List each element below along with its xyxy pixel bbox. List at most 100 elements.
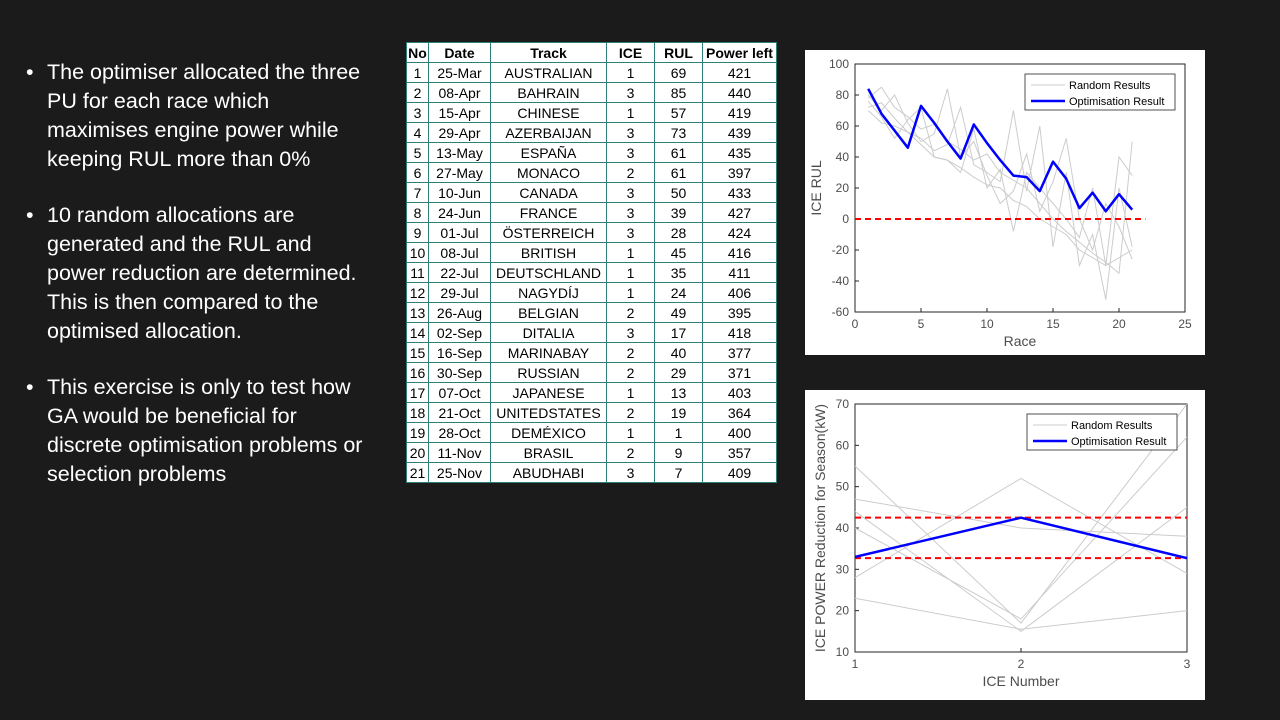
table-cell: CANADA <box>490 182 607 203</box>
table-cell: 69 <box>654 62 703 83</box>
table-cell: 10-Jun <box>428 182 491 203</box>
random-result-line <box>855 506 1187 632</box>
table-cell: 2 <box>606 442 655 463</box>
column-header: RUL <box>654 42 703 63</box>
table-cell: BRITISH <box>490 242 607 263</box>
table-cell: 19 <box>654 402 703 423</box>
table-cell: ABUDHABI <box>490 462 607 483</box>
table-cell: 26-Aug <box>428 302 491 323</box>
table-cell: 24 <box>654 282 703 303</box>
y-tick-label: 0 <box>842 212 849 226</box>
table-cell: 3 <box>606 182 655 203</box>
random-result-line <box>855 597 1187 630</box>
table-cell: 433 <box>702 182 777 203</box>
table-cell: 421 <box>702 62 777 83</box>
y-tick-label: 30 <box>836 562 850 576</box>
table-row: 21 25-Nov ABUDHABI 3 7 409 <box>406 462 777 483</box>
column-header: ICE <box>606 42 655 63</box>
table-cell: 1 <box>606 62 655 83</box>
table-cell: 45 <box>654 242 703 263</box>
table-cell: 1 <box>606 242 655 263</box>
table-cell: 439 <box>702 122 777 143</box>
table-cell: 01-Jul <box>428 222 491 243</box>
rul-chart: 0 5 10 15 20 25 -60 -40 -20 0 20 40 60 80 100 Race ICE R… <box>805 50 1205 355</box>
table-cell: 29 <box>654 362 703 383</box>
y-tick-label: 60 <box>836 119 850 133</box>
table-cell: 397 <box>702 162 777 183</box>
table-header-row: No Date Track ICE RUL Power left <box>406 42 777 63</box>
bullet-item: 10 random allocations are generated and … <box>26 201 376 346</box>
table-cell: 11-Nov <box>428 442 491 463</box>
table-cell: CHINESE <box>490 102 607 123</box>
table-cell: 8 <box>406 202 429 223</box>
table-cell: 395 <box>702 302 777 323</box>
x-tick-label: 25 <box>1178 317 1192 331</box>
table-row: 13 26-Aug BELGIAN 2 49 395 <box>406 302 777 323</box>
table-cell: 2 <box>606 162 655 183</box>
table-cell: 6 <box>406 162 429 183</box>
table-row: 5 13-May ESPAÑA 3 61 435 <box>406 142 777 163</box>
table-cell: 3 <box>606 122 655 143</box>
table-cell: 1 <box>606 382 655 403</box>
table-cell: 61 <box>654 162 703 183</box>
y-tick-label: 20 <box>836 604 850 618</box>
table-cell: UNITEDSTATES <box>490 402 607 423</box>
legend-label-random: Random Results <box>1071 420 1153 432</box>
table-cell: 08-Jul <box>428 242 491 263</box>
table-cell: 9 <box>406 222 429 243</box>
table-cell: 57 <box>654 102 703 123</box>
table-cell: 3 <box>406 102 429 123</box>
table-row: 17 07-Oct JAPANESE 1 13 403 <box>406 382 777 403</box>
random-result-line <box>867 88 1133 260</box>
table-cell: 12 <box>406 282 429 303</box>
table-cell: 1 <box>654 422 703 443</box>
y-tick-label: 40 <box>836 150 850 164</box>
table-cell: 403 <box>702 382 777 403</box>
column-header: No <box>406 42 429 63</box>
table-cell: 11 <box>406 262 429 283</box>
table-cell: 21 <box>406 462 429 483</box>
rul-chart-svg: 0 5 10 15 20 25 -60 -40 -20 0 20 40 60 80 100 Race ICE R… <box>808 57 1192 349</box>
column-header: Track <box>490 42 607 63</box>
table-cell: 35 <box>654 262 703 283</box>
table-cell: 3 <box>606 82 655 103</box>
table-cell: 418 <box>702 322 777 343</box>
table-cell: 07-Oct <box>428 382 491 403</box>
table-cell: 85 <box>654 82 703 103</box>
table-cell: BAHRAIN <box>490 82 607 103</box>
table-cell: AUSTRALIAN <box>490 62 607 83</box>
table-cell: 20 <box>406 442 429 463</box>
table-row: 3 15-Apr CHINESE 1 57 419 <box>406 102 777 123</box>
table-cell: 3 <box>606 202 655 223</box>
table-cell: 49 <box>654 302 703 323</box>
table-cell: 4 <box>406 122 429 143</box>
table-cell: 50 <box>654 182 703 203</box>
plot-lines <box>855 404 1187 632</box>
table-cell: 2 <box>606 302 655 323</box>
table-cell: 1 <box>406 62 429 83</box>
table-row: 12 29-Jul NAGYDÍJ 1 24 406 <box>406 282 777 303</box>
column-header: Date <box>428 42 491 63</box>
plot-lines <box>855 86 1146 300</box>
table-cell: 3 <box>606 222 655 243</box>
table-cell: 371 <box>702 362 777 383</box>
table-cell: 73 <box>654 122 703 143</box>
table-cell: 17 <box>406 382 429 403</box>
table-row: 10 08-Jul BRITISH 1 45 416 <box>406 242 777 263</box>
table-cell: 3 <box>606 322 655 343</box>
power-reduction-chart-svg: 1 2 3 10 20 30 40 50 60 70 ICE Number ICE POWER Red… <box>812 397 1191 689</box>
table-row: 6 27-May MONACO 2 61 397 <box>406 162 777 183</box>
x-tick-label: 3 <box>1184 657 1191 671</box>
table-cell: DITALIA <box>490 322 607 343</box>
y-axis-label: ICE POWER Reduction for Season(kW) <box>812 404 828 652</box>
table-row: 18 21-Oct UNITEDSTATES 2 19 364 <box>406 402 777 423</box>
legend-box <box>1026 413 1178 451</box>
legend-label-optimisation: Optimisation Result <box>1069 96 1164 108</box>
table-row: 20 11-Nov BRASIL 2 9 357 <box>406 442 777 463</box>
table-cell: 16-Sep <box>428 342 491 363</box>
y-tick-label: 10 <box>836 645 850 659</box>
optimisation-result-line <box>855 516 1187 560</box>
table-cell: 2 <box>406 82 429 103</box>
table-cell: 419 <box>702 102 777 123</box>
table-row: 2 08-Apr BAHRAIN 3 85 440 <box>406 82 777 103</box>
